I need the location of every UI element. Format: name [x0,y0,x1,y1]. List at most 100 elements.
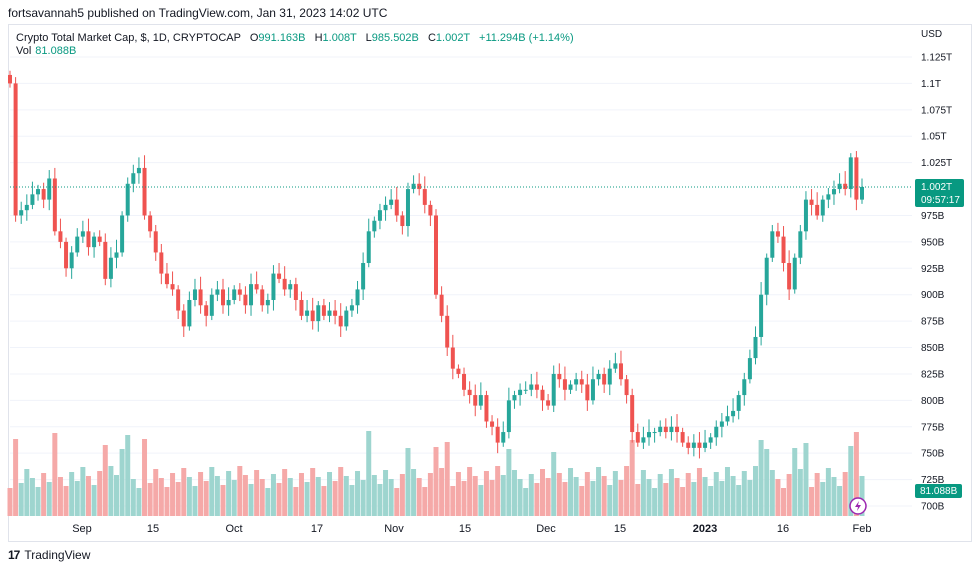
close-label: C [427,32,436,44]
volume-bar [764,449,770,516]
tradingview-logo-icon: 17 [8,548,20,562]
candle-body [574,379,579,385]
candle-body [854,157,859,200]
candle-body [75,236,80,253]
volume-bar [7,488,13,516]
candle-body [13,83,18,216]
footer-brand: TradingView [24,548,91,562]
volume-bar [343,476,349,516]
volume-bar [35,487,41,516]
volume-bar [237,466,243,516]
volume-bar [69,472,75,516]
current-price-badge: 1.002T 09:57:17 [915,178,964,207]
volume-bar [366,431,372,516]
candle-body [198,289,203,306]
volume-bar [164,487,170,516]
volume-bar [24,469,30,516]
candle-body [518,389,523,396]
volume-bar [226,471,232,516]
volume-bar [287,478,293,516]
candle-body [349,305,354,311]
volume-bar [685,473,691,516]
y-tick-label: 775B [921,422,945,433]
volume-bar [422,487,428,516]
volume-bar [450,486,456,516]
volume-bar [719,481,725,516]
candle-body [305,310,310,316]
candle-body [288,284,293,290]
replay-icon[interactable] [849,497,867,515]
candle-body [327,310,332,316]
volume-value: 81.088B [35,45,77,57]
candle-body [792,257,797,290]
candle-body [596,373,601,380]
volume-bar [601,476,607,516]
volume-bar [192,486,198,516]
candle-body [366,231,371,264]
volume-bar [130,479,136,516]
candle-body [8,74,12,84]
volume-bar [270,474,276,516]
volume-bar [624,466,630,516]
volume-bar [338,467,344,516]
volume-badge: 81.088B [915,484,962,498]
candle-body [439,294,444,316]
volume-bar [483,471,489,516]
candle-body [114,252,119,258]
volume-bar [265,488,271,516]
candle-body [803,199,808,232]
candle-body [658,426,663,433]
candle-body [647,432,651,438]
volume-bar [859,476,865,516]
candle-body [820,199,825,216]
volume-bar [500,475,506,516]
candle-body [781,236,786,264]
volume-bar [108,466,114,516]
candle-body [265,299,270,306]
volume-bar [80,467,86,516]
candle-body [293,284,298,300]
candle-body [860,186,864,200]
candle-body [809,199,814,205]
candle-body [142,167,147,216]
volume-bar [747,480,753,516]
volume-bar [635,484,641,516]
volume-bar [377,484,383,516]
volume-bar [820,482,826,516]
candle-body [731,410,736,417]
volume-bar [786,474,792,516]
candle-body [624,379,629,396]
volume-bar [590,481,596,516]
y-tick-label: 1.025T [921,158,952,169]
volume-bar [663,483,669,516]
close-value: 1.002T [435,32,470,44]
volume-bar [158,478,164,516]
volume-bar [214,476,220,516]
volume-bar [467,467,473,516]
candle-body [635,432,640,443]
candle-body [204,305,209,316]
y-tick-label: 825B [921,369,945,380]
candle-body [400,215,405,227]
volume-bar [276,483,282,516]
candle-body [618,363,623,380]
candle-body [585,384,590,401]
volume-bar [74,481,80,516]
volume-bar [327,472,332,516]
volume-bar [427,473,433,516]
volume-bar [523,488,529,516]
candle-body [187,299,192,327]
candle-body [136,167,141,174]
candle-body [714,426,719,438]
candle-body [798,231,803,258]
symbol-title: Crypto Total Market Cap, $, 1D, CRYPTOCA… [16,32,241,44]
candle-body [125,183,130,216]
x-tick-label: 15 [147,523,159,535]
x-tick-label: Feb [853,523,872,535]
volume-bar [63,486,69,516]
candle-body [843,183,848,190]
volume-bar [540,469,545,516]
volume-bar [708,486,714,516]
volume-bar [29,478,35,516]
